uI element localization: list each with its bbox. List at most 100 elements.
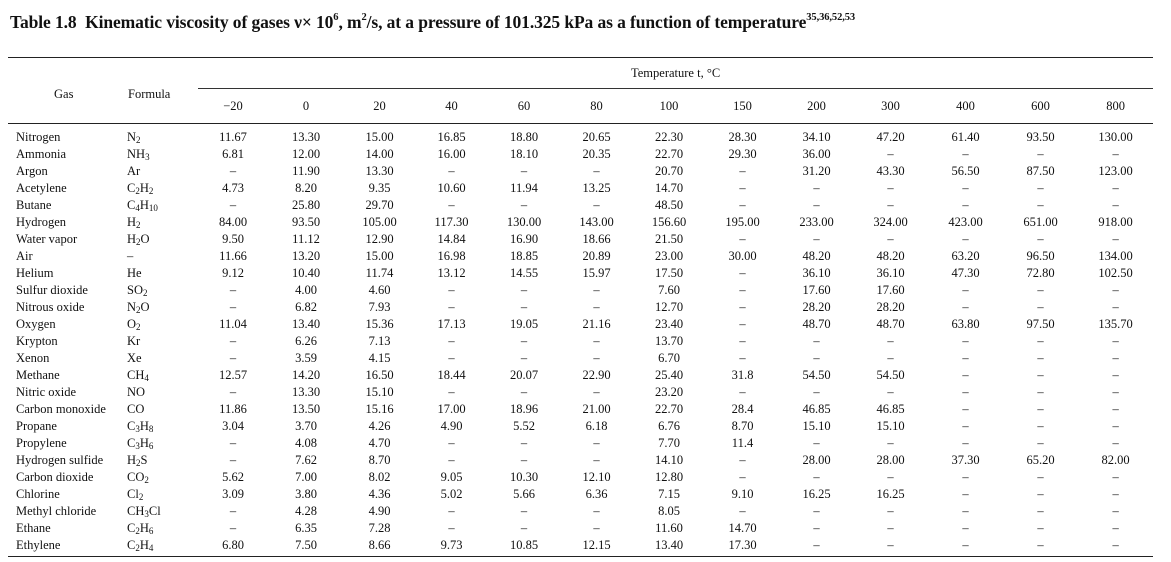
table-row: Oxygen O2 11.04 13.40 15.36 17.13 19.05 21.16 23… [8, 315, 1153, 332]
gas-name-cell: Ethylene [8, 536, 124, 557]
viscosity-value-cell: – [887, 469, 894, 484]
viscosity-value-cell: – [962, 282, 969, 297]
viscosity-value-cell: 15.00 [365, 129, 394, 144]
viscosity-value-cell: 102.50 [1098, 265, 1133, 280]
viscosity-value-cell: – [1112, 486, 1119, 501]
formula-element: O [140, 231, 150, 246]
viscosity-value-cell: – [593, 333, 600, 348]
viscosity-value-cell: – [593, 299, 600, 314]
viscosity-value-cell: – [1003, 536, 1078, 557]
viscosity-value-cell: 18.44 [437, 367, 466, 382]
viscosity-value-cell: – [780, 536, 853, 557]
viscosity-value-cell: – [520, 333, 528, 348]
formula-element: C [127, 435, 136, 450]
viscosity-value-cell: 6.35 [295, 520, 317, 535]
viscosity-value-cell: – [962, 350, 969, 365]
formula-cell: Ar [124, 162, 198, 179]
formula-element: H [139, 520, 149, 535]
gas-name-cell: Hydrogen sulfide [16, 452, 104, 467]
gas-name-cell: Ethane [16, 520, 51, 535]
table-row: Argon Ar – 11.90 13.30 – – – 20.70 – 31.20 43.30 56.… [8, 162, 1153, 179]
viscosity-value-cell: 13.25 [582, 180, 611, 195]
viscosity-value-cell: – [1112, 180, 1119, 195]
viscosity-value-cell: 13.30 [291, 384, 321, 399]
viscosity-value-cell: 15.36 [365, 316, 394, 331]
viscosity-value-cell: – [887, 350, 894, 365]
viscosity-value-cell: 16.85 [437, 129, 466, 144]
table-row: Nitrogen N2 11.67 13.30 15.00 16.85 18.80 20.65… [8, 124, 1153, 146]
formula-subscript: 6 [148, 525, 154, 536]
viscosity-value-cell: 18.66 [582, 231, 611, 246]
viscosity-value-cell: 56.50 [951, 163, 980, 178]
gas-name-cell: Hydrogen [16, 214, 66, 229]
viscosity-value-cell: – [1037, 435, 1044, 450]
caption-text-rest: /s, at a pressure of 101.325 kPa as a fu… [366, 12, 807, 32]
viscosity-value-cell: – [448, 520, 455, 535]
temperature-column-header: 80 [590, 98, 603, 113]
viscosity-value-cell: – [887, 146, 894, 161]
viscosity-value-cell: 14.84 [437, 231, 466, 246]
viscosity-value-cell: 4.73 [222, 180, 244, 195]
formula-element: H [139, 537, 149, 552]
viscosity-value-cell: – [520, 163, 528, 178]
viscosity-value-cell: – [739, 265, 746, 280]
viscosity-value-cell: 28.00 [876, 452, 905, 467]
gas-name-cell: Helium [16, 265, 54, 280]
viscosity-value-cell: 11.67 [219, 129, 247, 144]
gas-column-header: Gas [54, 86, 74, 101]
viscosity-value-cell: – [520, 435, 528, 450]
gas-name-cell: Oxygen [16, 316, 56, 331]
viscosity-value-cell: 4.08 [295, 435, 317, 450]
formula-element: CH [127, 367, 145, 382]
viscosity-value-cell: 97.50 [1026, 316, 1055, 331]
viscosity-value-cell: 23.00 [654, 248, 684, 263]
viscosity-value-cell: 17.50 [654, 265, 684, 280]
viscosity-value-cell: – [739, 299, 746, 314]
formula-cell: CH4 [124, 366, 198, 383]
viscosity-value-cell: – [1037, 401, 1044, 416]
viscosity-value-cell: – [813, 384, 820, 399]
temperature-column-header: −20 [223, 98, 243, 113]
viscosity-value-cell: 48.20 [802, 248, 831, 263]
formula-element: N [127, 299, 137, 314]
formula-column-header: Formula [128, 86, 171, 101]
viscosity-value-cell: – [520, 350, 528, 365]
viscosity-value-cell: – [739, 469, 746, 484]
viscosity-value-cell: – [739, 333, 746, 348]
viscosity-value-cell: – [448, 350, 455, 365]
table-row: Nitrous oxide N2O – 6.82 7.93 – – – 12.70 – 28.20 2… [8, 298, 1153, 315]
viscosity-value-cell: – [1037, 503, 1044, 518]
viscosity-value-cell: 195.00 [725, 214, 760, 229]
viscosity-value-cell: – [229, 520, 237, 535]
viscosity-value-cell: 48.50 [654, 197, 684, 212]
viscosity-value-cell: 13.30 [291, 129, 321, 144]
viscosity-value-cell: 14.10 [654, 452, 684, 467]
viscosity-value-cell: – [962, 520, 969, 535]
viscosity-value-cell: 37.30 [951, 452, 980, 467]
viscosity-value-cell: 12.15 [560, 536, 633, 557]
formula-element: H [139, 418, 149, 433]
formula-cell: CO [124, 400, 198, 417]
formula-cell: N2 [124, 124, 198, 146]
viscosity-value-cell: 17.13 [437, 316, 466, 331]
viscosity-value-cell: 130.00 [506, 214, 542, 229]
viscosity-value-cell: – [229, 197, 237, 212]
viscosity-value-cell: – [448, 503, 455, 518]
formula-element: Ar [127, 163, 141, 178]
formula-subscript: 2 [136, 236, 141, 247]
viscosity-value-cell: 31.8 [731, 367, 754, 382]
viscosity-value-cell: 23.40 [654, 316, 684, 331]
viscosity-value-cell: – [739, 231, 746, 246]
viscosity-value-cell: 5.52 [513, 418, 535, 433]
viscosity-value-cell: – [962, 333, 969, 348]
viscosity-value-cell: – [1112, 146, 1119, 161]
viscosity-value-cell: – [1112, 282, 1119, 297]
formula-element: C [127, 180, 136, 195]
viscosity-value-cell: 10.85 [488, 536, 560, 557]
viscosity-value-cell: 5.02 [440, 486, 463, 501]
viscosity-value-cell: 13.40 [633, 536, 705, 557]
temperature-column-header: 40 [445, 98, 458, 113]
viscosity-value-cell: 17.60 [876, 282, 905, 297]
viscosity-value-cell: 48.70 [876, 316, 905, 331]
viscosity-value-cell: 4.60 [368, 282, 391, 297]
